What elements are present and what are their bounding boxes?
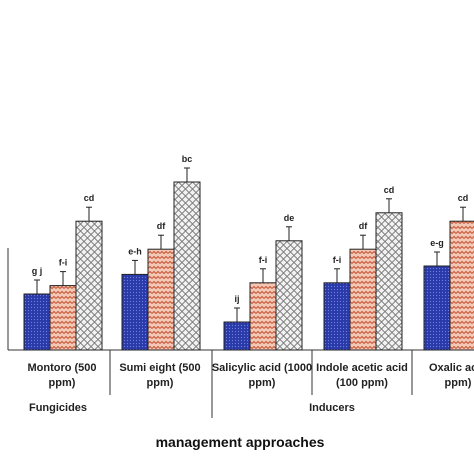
bar <box>449 220 474 351</box>
significance-letter: de <box>284 213 295 223</box>
significance-letter: ij <box>234 294 239 304</box>
significance-letter: e-h <box>128 246 142 256</box>
significance-letter: cd <box>84 193 95 203</box>
significance-letter: f-i <box>333 255 342 265</box>
category-label: Oxalic acid <box>429 362 474 374</box>
category-label: (100 ppm) <box>336 377 388 389</box>
bar <box>121 273 149 351</box>
bar <box>223 321 251 351</box>
bar <box>173 181 201 351</box>
bar <box>349 248 377 351</box>
significance-letter: cd <box>384 185 395 195</box>
significance-letter: e-g <box>430 238 444 248</box>
bar <box>49 285 77 351</box>
category-label: ppm) <box>49 377 76 389</box>
category-label: Salicylic acid (1000 <box>212 362 312 374</box>
group-label: Inducers <box>309 402 355 414</box>
significance-letter: bc <box>182 154 193 164</box>
category-label: ppm) <box>445 377 472 389</box>
significance-letter: cd <box>458 193 469 203</box>
category-label: Sumi eight (500 <box>119 362 200 374</box>
significance-letter: g j <box>32 266 43 276</box>
bar <box>249 282 277 351</box>
category-label: Indole acetic acid <box>316 362 408 374</box>
significance-letter: f-i <box>259 255 268 265</box>
bar <box>23 293 51 351</box>
bar <box>375 212 403 351</box>
bar <box>275 240 303 351</box>
significance-letter: f-i <box>59 258 68 268</box>
bar <box>75 220 103 351</box>
category-label: Montoro (500 <box>27 362 96 374</box>
group-label: Fungicides <box>29 402 87 414</box>
x-axis-title: management approaches <box>156 434 325 450</box>
category-label: ppm) <box>249 377 276 389</box>
bar <box>323 282 351 351</box>
plot-area: g j e-h ij f-i e-g f-i df f-i df cd cd bc de cd Montor… <box>7 154 474 450</box>
bar <box>423 265 451 351</box>
bar <box>147 248 175 351</box>
significance-letter: df <box>359 221 368 231</box>
category-label: ppm) <box>147 377 174 389</box>
significance-letter: df <box>157 221 166 231</box>
